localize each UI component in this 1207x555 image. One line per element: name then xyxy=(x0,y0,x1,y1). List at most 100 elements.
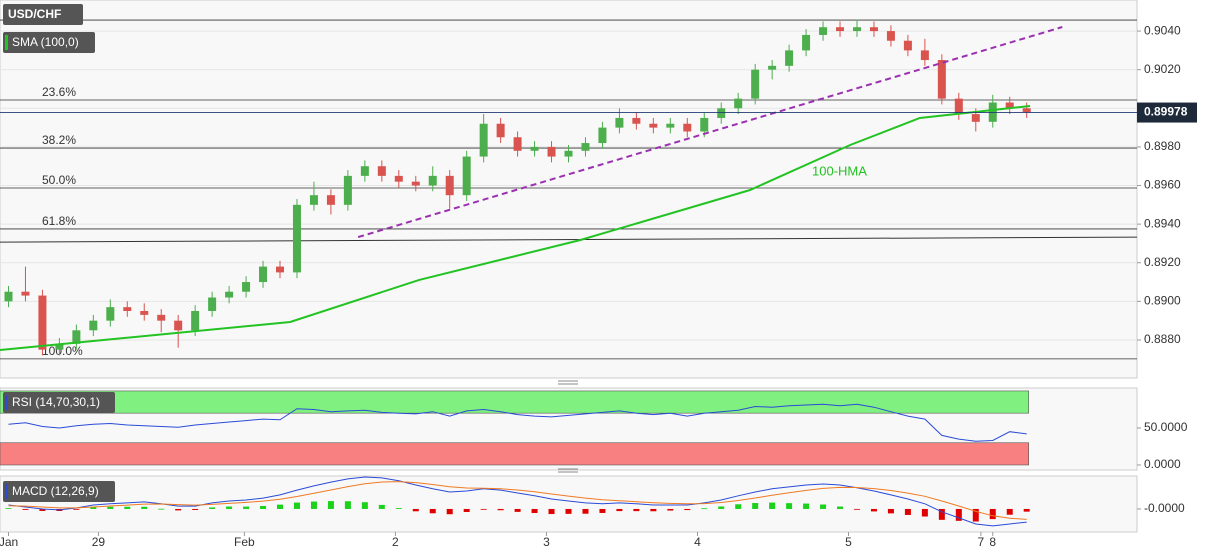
x-tick-label: 5 xyxy=(845,535,852,549)
macd-histogram-bar xyxy=(1006,508,1013,515)
candle-body xyxy=(768,65,777,70)
candle-body xyxy=(445,175,454,196)
macd-histogram-bar xyxy=(463,508,470,512)
candle-body xyxy=(819,27,828,35)
x-tick-label: 2 xyxy=(392,535,399,549)
symbol-label: USD/CHF xyxy=(8,7,61,21)
candle-body xyxy=(496,123,505,138)
macd-histogram-bar xyxy=(124,506,131,509)
candle-body xyxy=(1022,108,1031,113)
macd-histogram-bar xyxy=(39,508,46,511)
macd-histogram-bar xyxy=(107,506,114,509)
candle-body xyxy=(615,117,624,128)
trend-line xyxy=(357,26,1063,239)
macd-histogram-bar xyxy=(786,503,793,509)
macd-histogram-bar xyxy=(684,508,691,511)
candle-body xyxy=(547,146,556,157)
candle-body xyxy=(259,266,268,283)
macd-histogram-bar xyxy=(701,508,708,510)
support-line xyxy=(0,236,1138,243)
macd-histogram-bar xyxy=(820,504,827,509)
macd-histogram-bar xyxy=(718,506,725,509)
macd-histogram-bar xyxy=(667,508,674,511)
y-tick-label: 50.0000 xyxy=(1144,420,1188,434)
y-tick-label: 0.8980 xyxy=(1144,139,1181,153)
macd-histogram-bar xyxy=(412,508,419,512)
macd-histogram-bar xyxy=(446,508,453,515)
macd-histogram-bar xyxy=(769,502,776,509)
candle-body xyxy=(954,98,963,115)
y-tick-label: 0.9020 xyxy=(1144,62,1181,76)
x-tick-label: Feb xyxy=(234,535,255,549)
y-tick-label: -0.0000 xyxy=(1144,501,1185,515)
candle-body xyxy=(802,34,811,51)
macd-histogram-bar xyxy=(327,501,334,509)
macd-histogram-bar xyxy=(5,508,12,509)
candle-body xyxy=(700,117,709,132)
candle-body xyxy=(632,117,641,124)
macd-histogram-bar xyxy=(175,508,182,511)
x-tick-label: 4 xyxy=(694,535,701,549)
level-label: 100.0% xyxy=(42,344,83,358)
macd-histogram-bar xyxy=(293,502,300,509)
candle-body xyxy=(276,266,285,273)
label-box: USD/CHF xyxy=(3,4,83,25)
level-label: 61.8% xyxy=(42,214,76,228)
hma-line xyxy=(0,105,1031,351)
macd-histogram-bar xyxy=(73,508,80,510)
candle-body xyxy=(666,123,675,128)
rsi-line xyxy=(8,403,1027,442)
macd-histogram-bar xyxy=(531,508,538,514)
candle-body xyxy=(140,311,149,315)
panel-handle[interactable] xyxy=(558,468,578,473)
candle-body xyxy=(920,50,929,61)
macd-histogram-bar xyxy=(344,501,351,509)
candle-body xyxy=(309,195,318,205)
candle-body xyxy=(869,27,878,32)
y-tick-label: 0.8900 xyxy=(1144,294,1181,308)
level-label: 23.6% xyxy=(42,85,76,99)
macd-histogram-bar xyxy=(429,508,436,514)
label-box: SMA (100,0) xyxy=(3,32,95,53)
macd-histogram-bar xyxy=(955,508,962,521)
candle-body xyxy=(937,60,946,99)
macd-histogram-bar xyxy=(803,503,810,509)
candle-body xyxy=(530,146,539,151)
macd-histogram-bar xyxy=(514,508,521,512)
x-tick-label: 7 xyxy=(978,535,985,549)
macd-histogram-bar xyxy=(565,508,572,514)
candle-body xyxy=(343,175,352,205)
label-box: RSI (14,70,30,1) xyxy=(3,392,115,413)
macd-histogram-bar xyxy=(1023,508,1030,512)
macd-histogram-bar xyxy=(599,508,606,513)
candle-body xyxy=(836,27,845,32)
macd-histogram-bar xyxy=(22,508,29,510)
macd-histogram-bar xyxy=(989,508,996,520)
candle-body xyxy=(598,127,607,144)
macd-histogram-bar xyxy=(837,506,844,509)
candle-body xyxy=(89,320,98,331)
macd-histogram-bar xyxy=(616,508,623,512)
candle-body xyxy=(326,195,335,205)
candle-body xyxy=(581,143,590,151)
candle-body xyxy=(649,123,658,128)
macd-histogram-bar xyxy=(243,506,250,509)
rsi-band xyxy=(0,442,1029,466)
label-box: MACD (12,26,9) xyxy=(3,481,115,502)
macd-histogram-bar xyxy=(192,508,199,510)
macd-histogram-bar xyxy=(904,508,911,515)
candle-body xyxy=(174,320,183,331)
candle-body xyxy=(971,114,980,122)
macd-histogram-bar xyxy=(887,508,894,514)
candle-body xyxy=(360,166,369,176)
candle-body xyxy=(886,31,895,41)
candle-body xyxy=(479,123,488,157)
macd-histogram-bar xyxy=(972,508,979,522)
candle-body xyxy=(38,295,47,350)
candle-body xyxy=(1005,102,1014,109)
candle-body xyxy=(106,307,115,321)
macd-histogram-bar xyxy=(277,504,284,509)
macd-line xyxy=(8,481,1027,520)
panel-handle[interactable] xyxy=(558,380,578,385)
